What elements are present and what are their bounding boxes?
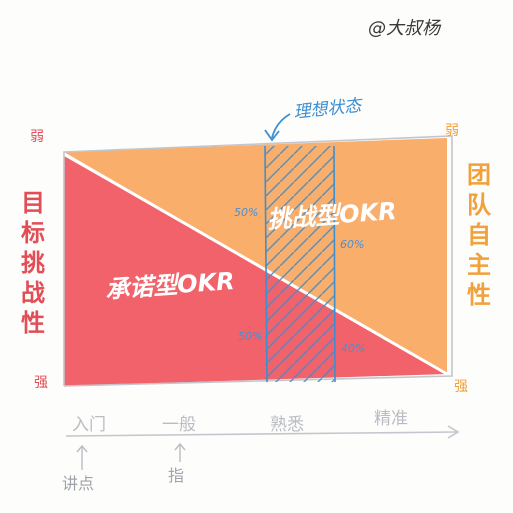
axis-title-char: 主 <box>467 251 491 279</box>
axis-title-char: 性 <box>467 281 491 309</box>
commit-right-percent: 40% <box>341 342 366 355</box>
sub-label-right: 指 <box>168 466 185 485</box>
axis-title-char: 标 <box>21 219 45 247</box>
axis-title-char: 队 <box>467 191 491 219</box>
left-weak-label: 弱 <box>30 129 44 145</box>
ideal-band-right-edge <box>333 145 336 383</box>
diagonal-divider <box>63 152 448 376</box>
challenge-region <box>64 138 447 374</box>
right-weak-label: 弱 <box>445 123 459 139</box>
x-axis-line <box>65 431 457 437</box>
sub-label-left: 讲点 <box>62 474 95 493</box>
ideal-state-arrowhead <box>264 129 280 142</box>
axis-title-char: 性 <box>21 309 45 337</box>
left-strong-label: 强 <box>34 375 48 391</box>
axis-title-char: 自 <box>467 221 491 249</box>
challenge-right-percent: 60% <box>340 238 365 251</box>
level-beginner: 入门 <box>72 415 106 435</box>
ideal-state-band <box>265 146 334 382</box>
axis-title-char: 挑 <box>21 249 45 277</box>
goal-challenge-axis-title: 目 标 挑 战 性 <box>18 188 48 338</box>
right-strong-label: 强 <box>454 379 468 395</box>
level-general: 一般 <box>162 415 196 435</box>
ideal-band-left-edge <box>264 145 268 383</box>
x-axis-arrowhead <box>447 425 460 439</box>
up-arrow-left-head <box>76 444 88 453</box>
axis-title-char: 目 <box>21 189 45 217</box>
commitment-region <box>64 156 447 386</box>
up-arrow-right-head <box>174 442 186 451</box>
challenge-left-percent: 50% <box>234 206 259 219</box>
axis-title-char: 团 <box>467 161 491 189</box>
ideal-state-arrow <box>271 113 291 139</box>
team-autonomy-axis-title: 团 队 自 主 性 <box>464 160 494 310</box>
author-signature: @大叔杨 <box>368 18 440 39</box>
axis-title-char: 战 <box>21 279 45 307</box>
commit-left-percent: 50% <box>238 330 263 343</box>
level-precise: 精准 <box>374 409 408 429</box>
level-familiar: 熟悉 <box>270 415 304 435</box>
